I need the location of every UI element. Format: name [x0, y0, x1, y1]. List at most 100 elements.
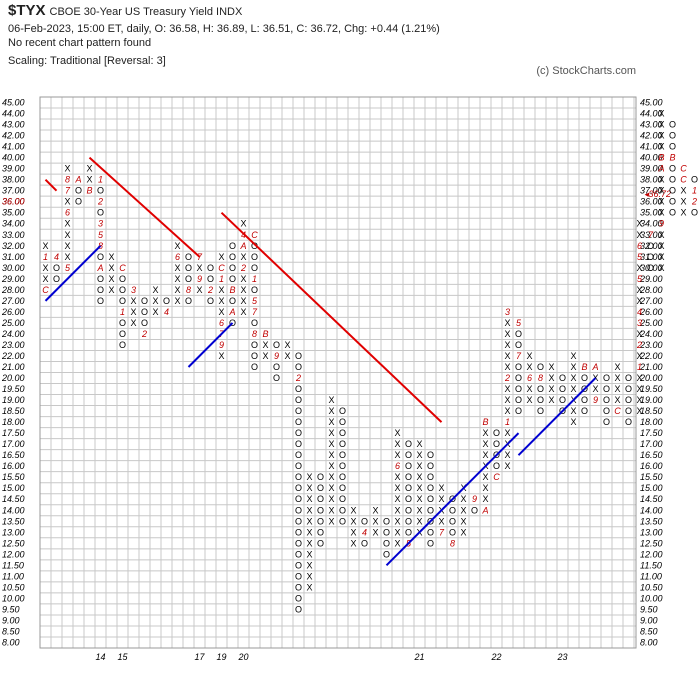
- o-box: O: [581, 373, 588, 383]
- y-tick-label-right: 31.00: [640, 252, 663, 262]
- y-tick-label-right: 17.00: [640, 439, 663, 449]
- grid-lines: [39, 96, 636, 649]
- x-box: X: [416, 450, 422, 460]
- trendline-0: [44, 178, 58, 192]
- o-box: O: [427, 450, 434, 460]
- x-box: X: [504, 395, 510, 405]
- y-tick-label-right: 43.00: [640, 120, 663, 130]
- x-box: X: [416, 461, 422, 471]
- x-box: X: [328, 461, 334, 471]
- x-box: X: [680, 186, 686, 196]
- x-box: X: [262, 340, 268, 350]
- month-marker: 9: [274, 351, 279, 361]
- o-box: O: [427, 483, 434, 493]
- x-box: X: [262, 351, 268, 361]
- o-box: O: [625, 395, 632, 405]
- x-box: X: [636, 296, 642, 306]
- y-tick-label-right: 19.50: [640, 384, 663, 394]
- month-marker: 3: [131, 285, 136, 295]
- y-tick-label-right: 32.00: [640, 241, 663, 251]
- month-marker: C: [680, 164, 687, 174]
- y-tick-label-right: 12.00: [640, 549, 663, 559]
- x-box: X: [636, 406, 642, 416]
- trendline-2: [220, 211, 443, 423]
- month-marker: B: [86, 186, 92, 196]
- x-box: X: [64, 197, 70, 207]
- x-box: X: [504, 340, 510, 350]
- o-box: O: [515, 340, 522, 350]
- x-box: X: [482, 472, 488, 482]
- o-box: O: [405, 505, 412, 515]
- x-box: X: [394, 450, 400, 460]
- x-box: X: [570, 362, 576, 372]
- month-marker: 6: [65, 208, 70, 218]
- month-marker: 6: [527, 373, 532, 383]
- x-box: X: [372, 505, 378, 515]
- o-box: O: [75, 186, 82, 196]
- month-marker: 5: [65, 263, 71, 273]
- o-box: O: [383, 516, 390, 526]
- o-box: O: [405, 450, 412, 460]
- y-tick-label-left: 35.00: [2, 208, 25, 218]
- pnf-column-30: XXX: [372, 505, 378, 537]
- month-marker: A: [74, 175, 81, 185]
- x-box: X: [328, 406, 334, 416]
- month-marker: 1: [120, 307, 125, 317]
- y-tick-label-left: 24.00: [1, 329, 25, 339]
- y-tick-label-left: 29.00: [1, 274, 25, 284]
- month-marker: 1: [43, 252, 48, 262]
- trendline-6: [517, 377, 597, 456]
- y-tick-label-right: 30.00: [640, 263, 663, 273]
- month-marker: 2: [141, 329, 147, 339]
- o-box: O: [119, 285, 126, 295]
- x-box: X: [680, 208, 686, 218]
- o-box: O: [625, 373, 632, 383]
- o-box: O: [295, 439, 302, 449]
- o-box: O: [185, 296, 192, 306]
- o-box: O: [427, 472, 434, 482]
- o-box: O: [97, 252, 104, 262]
- y-tick-label-right: 34.00: [640, 219, 663, 229]
- o-box: O: [537, 362, 544, 372]
- o-box: O: [295, 483, 302, 493]
- y-tick-label-left: 41.00: [2, 142, 25, 152]
- o-box: O: [229, 252, 236, 262]
- month-marker: 8: [450, 538, 455, 548]
- x-box: X: [504, 351, 510, 361]
- o-box: O: [383, 549, 390, 559]
- month-marker: C: [251, 230, 258, 240]
- y-tick-label-left: 42.00: [2, 131, 25, 141]
- o-box: O: [449, 527, 456, 537]
- y-tick-label-right: 41.00: [640, 142, 663, 152]
- month-marker: 1: [692, 186, 697, 196]
- x-box: X: [526, 362, 532, 372]
- o-box: O: [185, 252, 192, 262]
- o-box: O: [295, 604, 302, 614]
- y-tick-label-right: 40.00: [640, 153, 663, 163]
- pnf-column-11: 4O: [163, 296, 170, 317]
- y-tick-label-left: 43.00: [2, 120, 25, 130]
- symbol: $TYX: [8, 2, 46, 19]
- month-marker: 6: [395, 461, 400, 471]
- x-tick-label: 23: [556, 652, 567, 662]
- x-box: X: [416, 483, 422, 493]
- y-tick-label-left: 12.50: [2, 538, 25, 548]
- y-tick-label-left: 16.50: [2, 450, 25, 460]
- x-box: X: [350, 516, 356, 526]
- x-box: X: [306, 505, 312, 515]
- o-box: O: [251, 285, 258, 295]
- o-box: O: [515, 395, 522, 405]
- y-tick-label-left: 37.00: [2, 186, 25, 196]
- y-tick-label-left: 45.00: [2, 98, 25, 108]
- o-box: O: [427, 461, 434, 471]
- o-box: O: [229, 274, 236, 284]
- x-box: X: [438, 516, 444, 526]
- o-box: O: [119, 296, 126, 306]
- month-marker: 8: [186, 285, 191, 295]
- y-tick-label-left: 17.00: [2, 439, 25, 449]
